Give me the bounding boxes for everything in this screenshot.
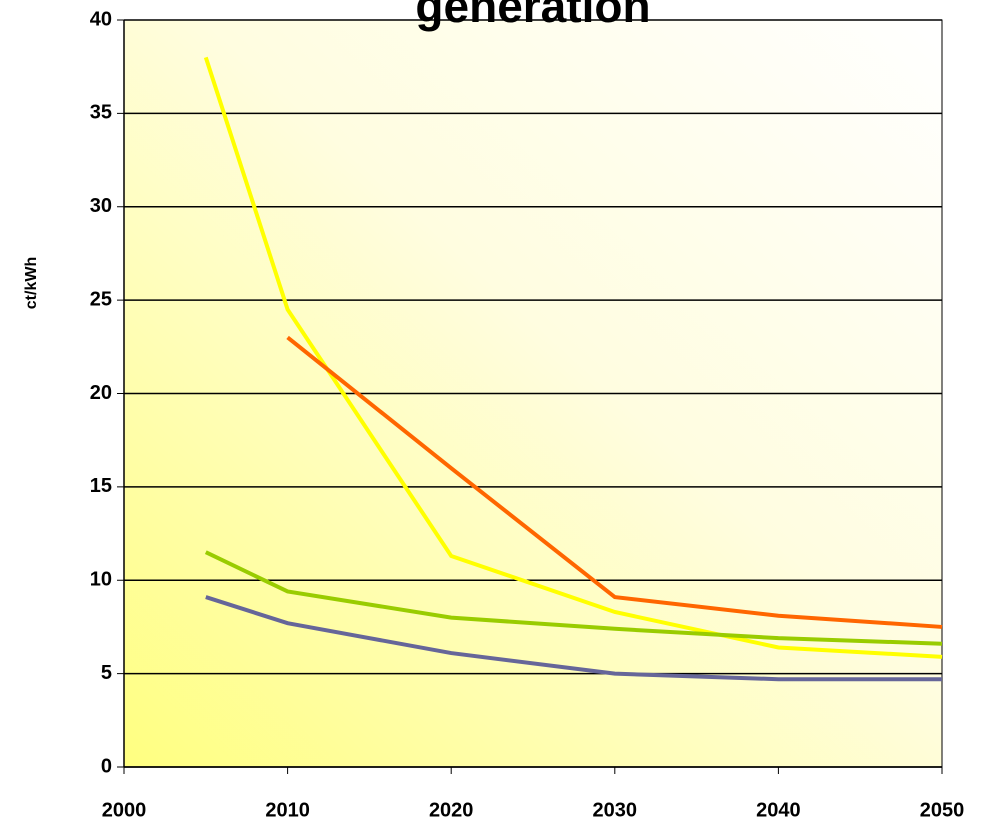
y-tick-label: 30: [90, 195, 112, 217]
x-tick-label: 2030: [593, 799, 638, 821]
y-tick-label: 35: [90, 102, 112, 124]
x-tick-label: 2020: [429, 799, 474, 821]
chart-title: generation: [415, 0, 650, 32]
y-tick-label: 15: [90, 475, 112, 497]
x-tick-label: 2010: [265, 799, 310, 821]
series-line: [204, 550, 943, 646]
x-tick-label: 2000: [102, 799, 147, 821]
y-tick-label: 25: [90, 288, 112, 310]
x-tick-label: 2040: [756, 799, 801, 821]
series-line: [286, 335, 943, 629]
x-tick-label: 2050: [920, 799, 965, 821]
series-line: [205, 595, 942, 682]
y-tick-label: 20: [90, 382, 112, 404]
y-axis-label: ct/kWh: [23, 257, 40, 309]
series-line: [203, 56, 943, 659]
y-tick-label: 5: [101, 662, 112, 684]
y-tick-label: 40: [90, 8, 112, 30]
y-tick-label: 0: [101, 755, 112, 777]
y-tick-label: 10: [90, 569, 112, 591]
